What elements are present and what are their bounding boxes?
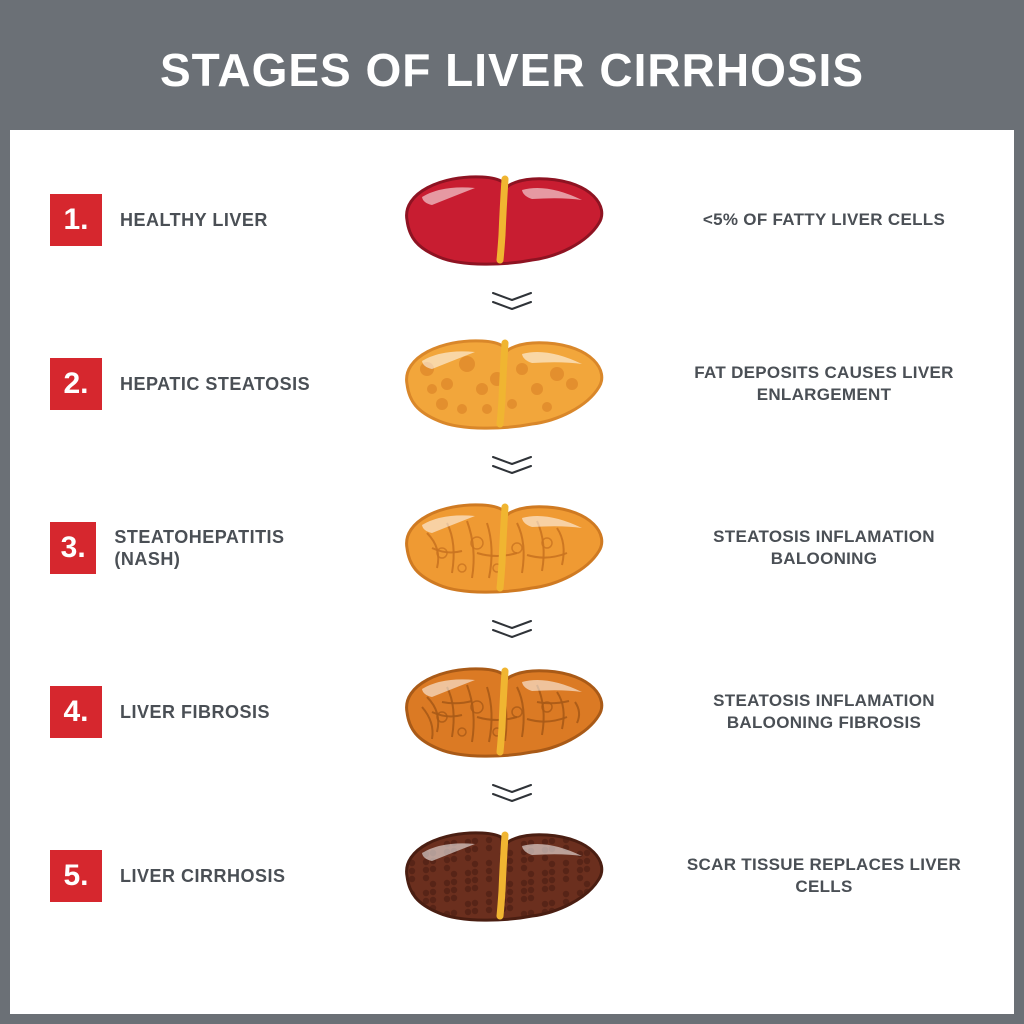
stage-arrow — [50, 290, 974, 314]
stage-row: 2. HEPATIC STEATOSIS FAT DEPOSITS CAUSES… — [50, 314, 974, 454]
stage-number-badge: 1. — [50, 194, 102, 246]
stage-label: HEPATIC STEATOSIS — [120, 373, 310, 396]
stage-number-badge: 5. — [50, 850, 102, 902]
liver-icon — [387, 155, 617, 285]
stage-number-badge: 2. — [50, 358, 102, 410]
liver-icon — [387, 483, 617, 613]
stage-description: <5% OF FATTY LIVER CELLS — [674, 209, 974, 231]
stage-description: STEATOSIS INFLAMATION BALOONING — [674, 526, 974, 570]
liver-icon — [387, 319, 617, 449]
stage-arrow — [50, 782, 974, 806]
infographic-frame: STAGES OF LIVER CIRRHOSIS 1. HEALTHY LIV… — [0, 0, 1024, 1024]
stage-illustration — [340, 155, 664, 285]
stage-row: 4. LIVER FIBROSIS STEATOSIS INFLAMATION … — [50, 642, 974, 782]
stage-label: STEATOHEPATITIS (NASH) — [114, 526, 330, 571]
stage-left: 2. HEPATIC STEATOSIS — [50, 358, 330, 410]
stage-row: 3. STEATOHEPATITIS (NASH) STEATOSIS INFL… — [50, 478, 974, 618]
stage-left: 5. LIVER CIRRHOSIS — [50, 850, 330, 902]
stage-label: HEALTHY LIVER — [120, 209, 268, 232]
stage-illustration — [340, 483, 664, 613]
page-title: STAGES OF LIVER CIRRHOSIS — [160, 43, 864, 97]
stage-label: LIVER FIBROSIS — [120, 701, 270, 724]
stage-number-badge: 3. — [50, 522, 96, 574]
stage-row: 5. LIVER CIRRHOSIS SCAR TISSUE REPLACES … — [50, 806, 974, 946]
stage-left: 1. HEALTHY LIVER — [50, 194, 330, 246]
stage-row: 1. HEALTHY LIVER <5% OF FATTY LIVER CELL… — [50, 150, 974, 290]
chevron-down-icon — [489, 619, 535, 641]
liver-icon — [387, 811, 617, 941]
stage-left: 4. LIVER FIBROSIS — [50, 686, 330, 738]
stage-illustration — [340, 647, 664, 777]
stage-label: LIVER CIRRHOSIS — [120, 865, 286, 888]
liver-icon — [387, 647, 617, 777]
stage-arrow — [50, 618, 974, 642]
stage-illustration — [340, 319, 664, 449]
stage-number-badge: 4. — [50, 686, 102, 738]
stage-illustration — [340, 811, 664, 941]
chevron-down-icon — [489, 783, 535, 805]
stages-container: 1. HEALTHY LIVER <5% OF FATTY LIVER CELL… — [10, 130, 1014, 1014]
stage-left: 3. STEATOHEPATITIS (NASH) — [50, 522, 330, 574]
stage-description: FAT DEPOSITS CAUSES LIVER ENLARGEMENT — [674, 362, 974, 406]
stage-description: SCAR TISSUE REPLACES LIVER CELLS — [674, 854, 974, 898]
header-bar: STAGES OF LIVER CIRRHOSIS — [10, 10, 1014, 130]
chevron-down-icon — [489, 455, 535, 477]
stage-arrow — [50, 454, 974, 478]
stage-description: STEATOSIS INFLAMATION BALOONING FIBROSIS — [674, 690, 974, 734]
chevron-down-icon — [489, 291, 535, 313]
